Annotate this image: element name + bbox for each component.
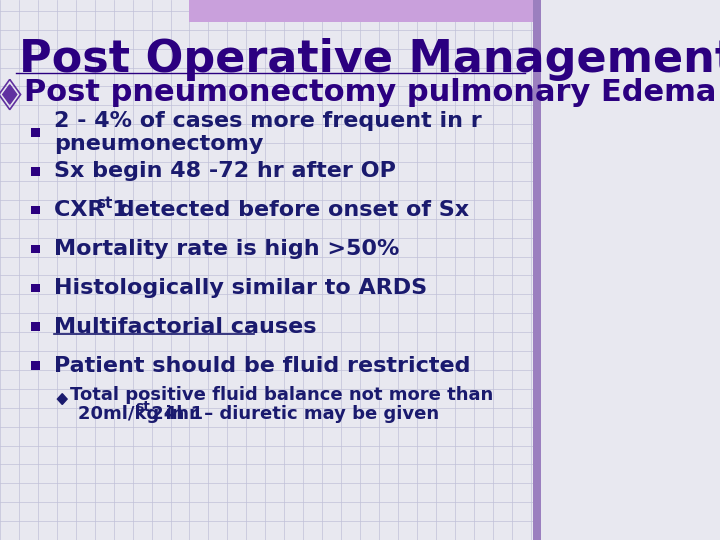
Text: 2 - 4% of cases more frequent in r
pneumonectomy: 2 - 4% of cases more frequent in r pneum… [54,111,482,154]
Text: Mortality rate is high >50%: Mortality rate is high >50% [54,239,400,259]
Text: Post Operative Management: Post Operative Management [19,38,720,81]
Bar [31,167,40,176]
Text: Multifactorial causes: Multifactorial causes [54,316,317,337]
Text: Total positive fluid balance not more than: Total positive fluid balance not more th… [71,386,494,404]
Text: 20ml/kg in 1: 20ml/kg in 1 [78,405,204,423]
Polygon shape [58,394,67,404]
Bar [31,361,40,370]
Text: st: st [135,400,150,414]
Text: Sx begin 48 -72 hr after OP: Sx begin 48 -72 hr after OP [54,161,396,181]
Bar [31,206,40,214]
Text: Post pneumonectomy pulmonary Edema: Post pneumonectomy pulmonary Edema [24,78,716,107]
Text: Histologically similar to ARDS: Histologically similar to ARDS [54,278,427,298]
Text: st: st [96,196,113,211]
Bar [534,0,541,540]
Text: CXR 1: CXR 1 [54,200,128,220]
Bar [31,322,40,331]
Text: 24hr – diuretic may be given: 24hr – diuretic may be given [145,405,438,423]
Polygon shape [3,85,17,104]
Bar [189,0,541,22]
Bar [31,245,40,253]
Text: detected before onset of Sx: detected before onset of Sx [111,200,469,220]
Bar [31,128,40,137]
Bar [31,284,40,292]
Text: Patient should be fluid restricted: Patient should be fluid restricted [54,355,471,376]
